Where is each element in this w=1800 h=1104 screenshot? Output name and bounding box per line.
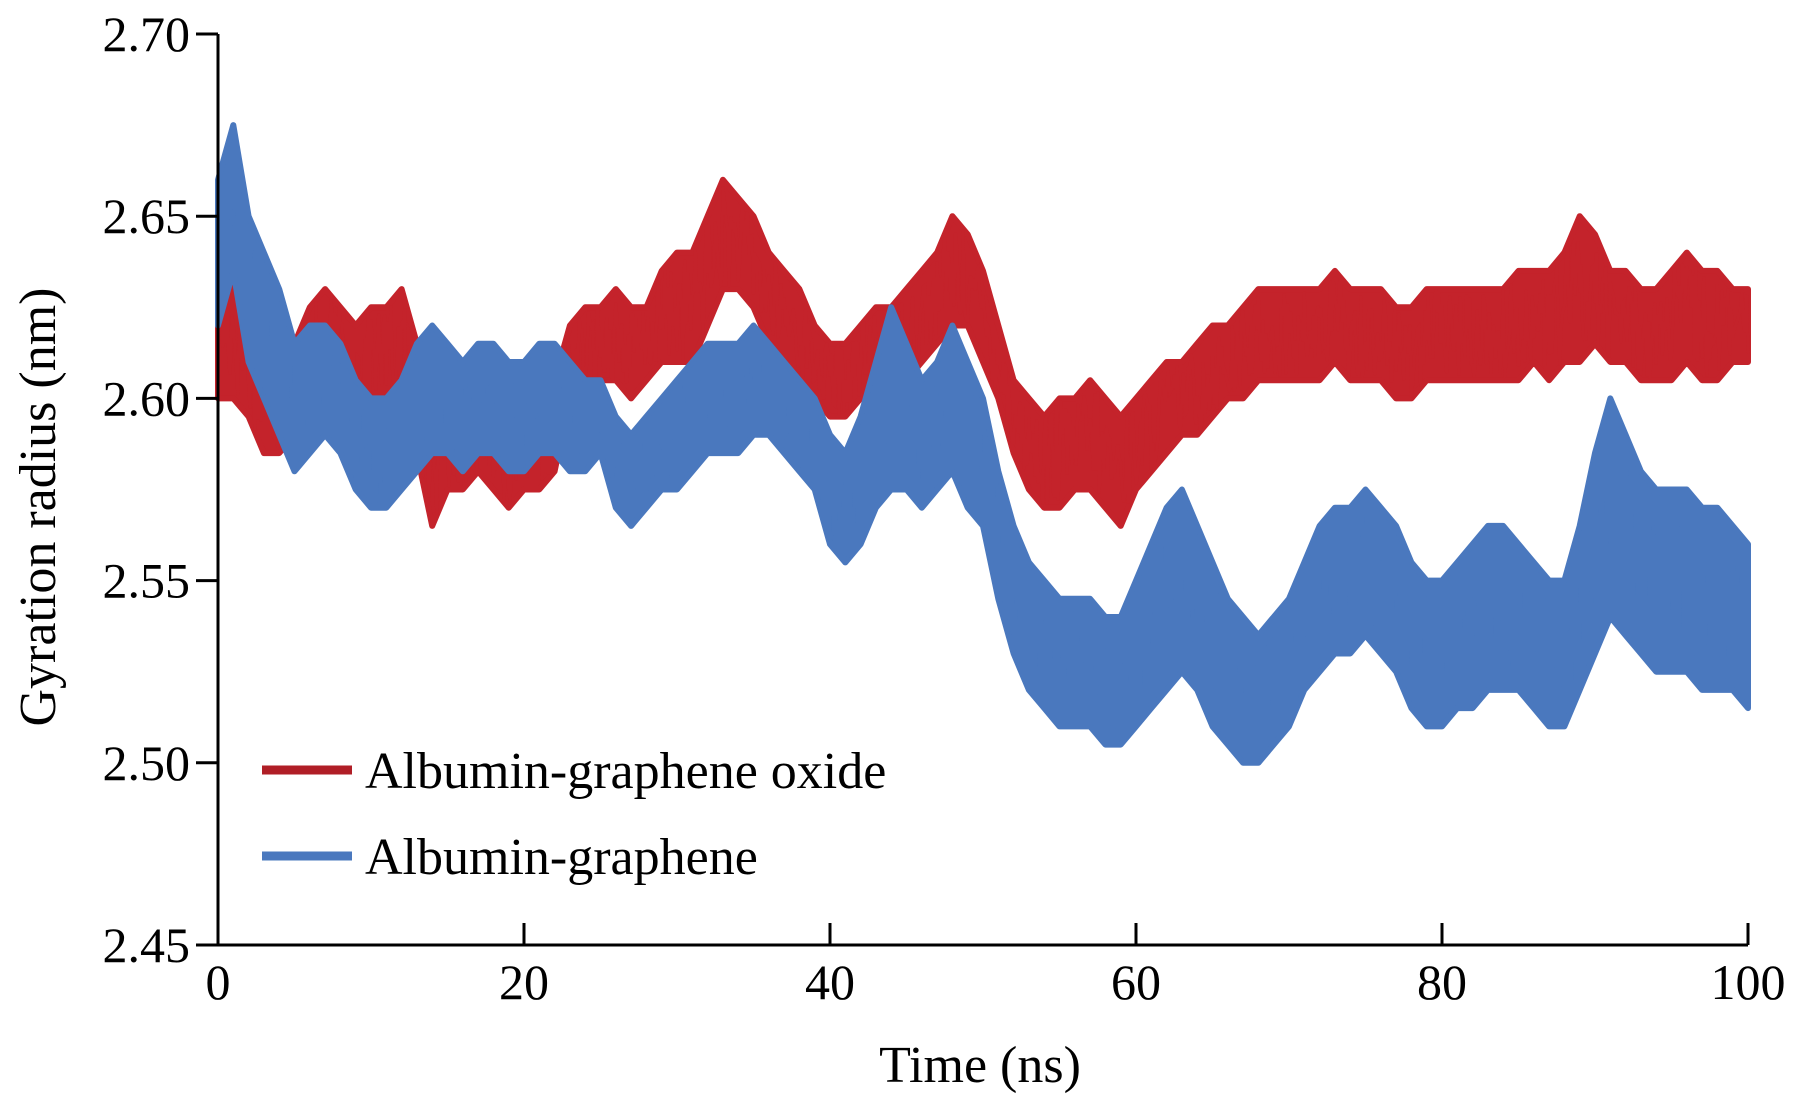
legend: Albumin-graphene oxide Albumin-graphene [262, 743, 886, 886]
y-tick-label: 2.65 [103, 188, 191, 244]
legend-label-albumin-graphene: Albumin-graphene [365, 829, 758, 886]
y-axis-title: Gyration radius (nm) [10, 287, 67, 726]
y-tick-label: 2.70 [103, 6, 191, 62]
series-band-albumin-graphene-oxide [215, 176, 1751, 529]
x-axis-title: Time (ns) [879, 1037, 1081, 1094]
x-tick-label: 0 [206, 954, 231, 1010]
series-layer [215, 122, 1751, 766]
x-tick-label: 60 [1111, 954, 1161, 1010]
axes-layer: 2.45 2.50 2.55 2.60 2.65 2.70 0 20 40 60 80 100 [103, 6, 1786, 1010]
x-tick-label: 100 [1711, 954, 1786, 1010]
y-tick-label: 2.45 [103, 917, 191, 973]
y-tick-label: 2.55 [103, 553, 191, 609]
x-tick-label: 40 [805, 954, 855, 1010]
x-tick-label: 80 [1417, 954, 1467, 1010]
legend-label-albumin-graphene-oxide: Albumin-graphene oxide [365, 743, 886, 800]
y-tick-label: 2.60 [103, 370, 191, 426]
y-tick-label: 2.50 [103, 735, 191, 791]
x-tick-label: 20 [499, 954, 549, 1010]
series-line-albumin-graphene [216, 160, 1750, 759]
